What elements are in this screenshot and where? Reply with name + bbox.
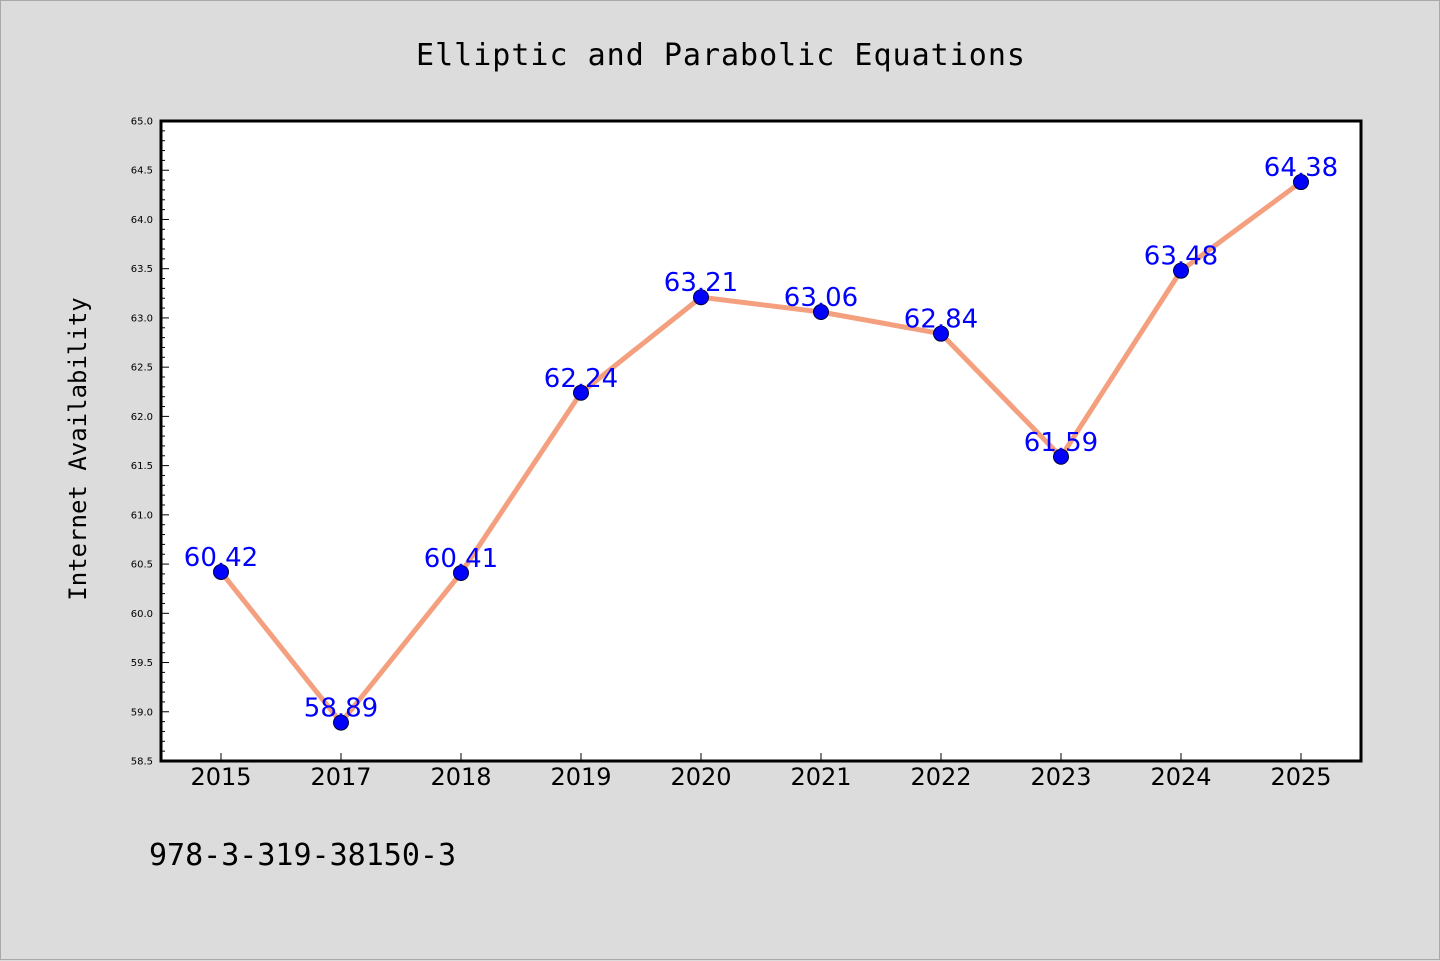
y-tick-label: 63.5 (131, 264, 153, 275)
data-point (1053, 448, 1069, 465)
data-label: 61.59 (1024, 428, 1098, 458)
y-tick-label: 60.0 (131, 609, 153, 620)
x-tick-label: 2017 (310, 763, 371, 791)
series-layer (213, 174, 1309, 731)
data-label: 60.42 (184, 543, 258, 573)
y-tick-label: 64.5 (131, 166, 153, 177)
x-tick-label: 2024 (1150, 763, 1211, 791)
x-tick-label: 2021 (790, 763, 851, 791)
y-tick-label: 61.0 (131, 510, 153, 521)
data-point (693, 289, 709, 306)
x-tick-label: 2023 (1030, 763, 1091, 791)
data-label: 60.41 (424, 544, 498, 574)
data-label: 63.48 (1144, 242, 1218, 272)
y-tick-label: 59.0 (131, 707, 153, 718)
y-tick-label: 59.5 (131, 658, 153, 669)
data-point (213, 563, 229, 580)
data-label: 63.21 (664, 268, 738, 298)
y-tick-label: 64.0 (131, 215, 153, 226)
x-tick-label: 2020 (670, 763, 731, 791)
data-label: 58.89 (304, 694, 378, 724)
data-point (1293, 174, 1309, 191)
y-axis-label: Internet Availability (64, 297, 92, 600)
data-point (813, 304, 829, 321)
data-labels-layer: 60.42 58.89 60.41 62.24 63.21 63.06 62.84 61.59… (184, 153, 1338, 724)
y-tick-label: 62.0 (131, 412, 153, 423)
data-point (453, 564, 469, 581)
data-point (1173, 262, 1189, 279)
x-tick-label: 2018 (430, 763, 491, 791)
series-line (218, 179, 1304, 726)
footer-isbn: 978-3-319-38150-3 (149, 838, 456, 873)
y-axis-ticks: 58.5 59.0 59.5 60.0 60.5 61.0 61.5 62.0 62.5 63.0… (131, 117, 169, 768)
y-tick-label: 61.5 (131, 461, 153, 472)
data-label: 64.38 (1264, 153, 1338, 183)
y-tick-label: 60.5 (131, 560, 153, 571)
x-tick-label: 2025 (1270, 763, 1331, 791)
data-point (933, 325, 949, 342)
data-label: 63.06 (784, 283, 858, 313)
data-label: 62.24 (544, 364, 618, 394)
data-label: 62.84 (904, 305, 978, 335)
x-tick-label: 2022 (910, 763, 971, 791)
x-tick-label: 2019 (550, 763, 611, 791)
plot-area (159, 119, 1363, 763)
chart-title: Elliptic and Parabolic Equations (416, 38, 1026, 73)
data-point (333, 714, 349, 731)
y-tick-label: 65.0 (131, 117, 153, 128)
x-tick-label: 2015 (190, 763, 251, 791)
y-tick-label: 63.0 (131, 313, 153, 324)
y-tick-label: 62.5 (131, 363, 153, 374)
y-tick-label: 58.5 (131, 757, 153, 768)
x-axis-ticks: 2015 2017 2018 2019 2020 2021 2022 2023 2024 2025 (190, 753, 1332, 791)
data-point (573, 384, 589, 401)
